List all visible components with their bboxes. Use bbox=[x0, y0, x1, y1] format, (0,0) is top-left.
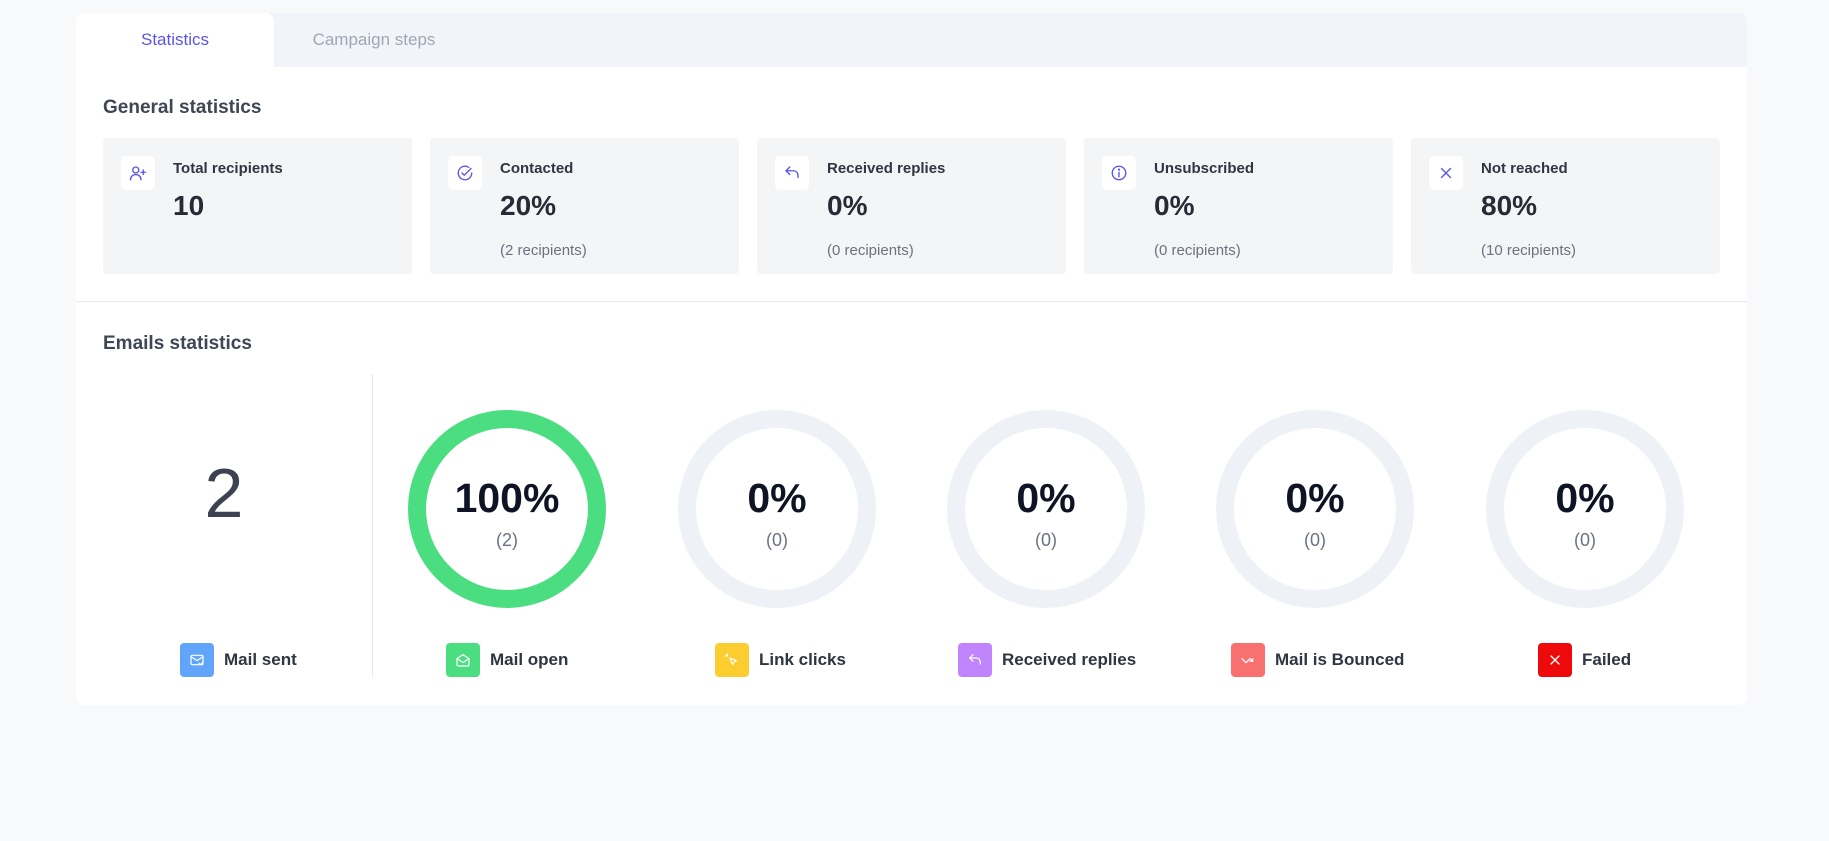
ring-percent: 0% bbox=[1016, 475, 1076, 521]
general-statistics-title: General statistics bbox=[103, 97, 262, 118]
stat-value: 80% bbox=[1481, 190, 1538, 221]
mail-open-icon bbox=[446, 643, 480, 677]
section-divider bbox=[76, 301, 1747, 302]
legend-mail-open: Mail open bbox=[446, 642, 568, 678]
ring-progress bbox=[408, 410, 606, 608]
stat-label: Received replies bbox=[827, 160, 946, 177]
ring-track bbox=[1216, 410, 1414, 608]
ring-percent: 0% bbox=[1555, 475, 1615, 521]
legend-label: Mail is Bounced bbox=[1275, 650, 1405, 669]
stat-label: Total recipients bbox=[173, 160, 283, 177]
tab-bar: Statistics Campaign steps bbox=[76, 13, 1747, 67]
legend-received-replies: Received replies bbox=[958, 642, 1136, 678]
mail-sent-count: 2 bbox=[204, 454, 244, 532]
reply-icon bbox=[958, 643, 992, 677]
legend-mail-bounced: Mail is Bounced bbox=[1231, 642, 1404, 678]
ring-count: (0) bbox=[1574, 530, 1596, 550]
close-icon bbox=[1429, 156, 1463, 190]
legend-link-clicks: Link clicks bbox=[715, 642, 846, 678]
ring-track bbox=[1486, 410, 1684, 608]
ring-link-clicks: 0% (0) bbox=[677, 409, 877, 609]
stat-card-received-replies: Received replies 0% (0 recipients) bbox=[757, 138, 1066, 274]
vertical-divider bbox=[372, 374, 373, 677]
stat-label: Contacted bbox=[500, 160, 574, 177]
stat-value: 0% bbox=[1154, 190, 1195, 221]
legend-label: Failed bbox=[1582, 650, 1632, 669]
stat-label: Not reached bbox=[1481, 160, 1568, 177]
stat-value: 10 bbox=[173, 190, 205, 221]
stat-card-total-recipients: Total recipients 10 bbox=[103, 138, 412, 274]
stat-card-unsubscribed: Unsubscribed 0% (0 recipients) bbox=[1084, 138, 1393, 274]
mail-check-icon bbox=[180, 643, 214, 677]
campaign-statistics-panel: Statistics Campaign steps General statis… bbox=[76, 13, 1747, 705]
check-circle-icon bbox=[448, 156, 482, 190]
ring-count: (2) bbox=[496, 530, 518, 550]
ring-mail-open: 100% (2) bbox=[407, 409, 607, 609]
stat-card-not-reached: Not reached 80% (10 recipients) bbox=[1411, 138, 1720, 274]
legend-failed: Failed bbox=[1538, 642, 1631, 678]
stat-label: Unsubscribed bbox=[1154, 160, 1255, 177]
stat-value: 20% bbox=[500, 190, 557, 221]
stat-sub: (0 recipients) bbox=[827, 242, 914, 259]
stat-sub: (0 recipients) bbox=[1154, 242, 1241, 259]
reply-icon bbox=[775, 156, 809, 190]
ring-received-replies: 0% (0) bbox=[946, 409, 1146, 609]
info-icon bbox=[1102, 156, 1136, 190]
bounce-icon bbox=[1231, 643, 1265, 677]
ring-mail-bounced: 0% (0) bbox=[1215, 409, 1415, 609]
ring-failed: 0% (0) bbox=[1485, 409, 1685, 609]
ring-track bbox=[678, 410, 876, 608]
ring-percent: 0% bbox=[1285, 475, 1345, 521]
legend-label: Link clicks bbox=[759, 650, 846, 669]
legend-label: Received replies bbox=[1002, 650, 1137, 669]
ring-count: (0) bbox=[1304, 530, 1326, 550]
legend-mail-sent: Mail sent bbox=[180, 642, 297, 678]
add-user-icon bbox=[121, 156, 155, 190]
legend-label: Mail sent bbox=[224, 650, 297, 669]
tab-statistics[interactable]: Statistics bbox=[76, 13, 274, 67]
click-icon bbox=[715, 643, 749, 677]
ring-track bbox=[947, 410, 1145, 608]
ring-count: (0) bbox=[1035, 530, 1057, 550]
ring-count: (0) bbox=[766, 530, 788, 550]
legend-label: Mail open bbox=[490, 650, 569, 669]
stat-sub: (2 recipients) bbox=[500, 242, 587, 259]
tab-campaign-steps[interactable]: Campaign steps bbox=[312, 30, 436, 49]
emails-statistics-title: Emails statistics bbox=[103, 333, 252, 354]
ring-percent: 100% bbox=[454, 475, 560, 521]
close-icon bbox=[1538, 643, 1572, 677]
ring-percent: 0% bbox=[747, 475, 807, 521]
stat-sub: (10 recipients) bbox=[1481, 242, 1577, 259]
stat-card-contacted: Contacted 20% (2 recipients) bbox=[430, 138, 739, 274]
stat-value: 0% bbox=[827, 190, 868, 221]
